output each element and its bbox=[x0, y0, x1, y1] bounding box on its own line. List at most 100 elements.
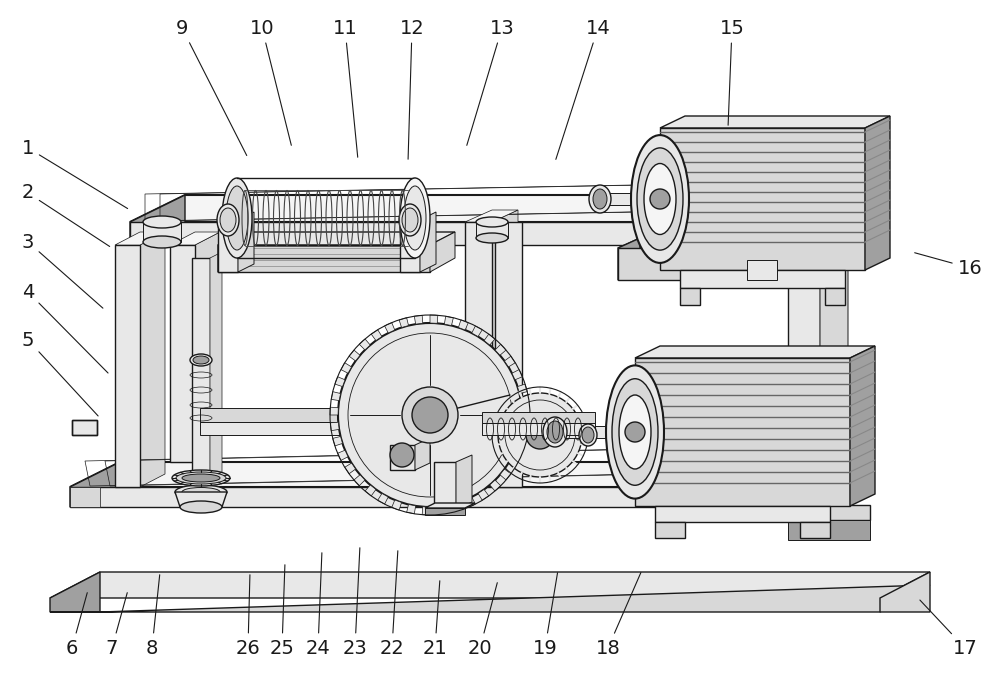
Polygon shape bbox=[218, 232, 243, 272]
Polygon shape bbox=[492, 210, 518, 462]
Polygon shape bbox=[330, 422, 339, 431]
Ellipse shape bbox=[619, 395, 651, 469]
Polygon shape bbox=[378, 493, 388, 504]
Text: 22: 22 bbox=[380, 551, 404, 658]
Polygon shape bbox=[519, 429, 529, 438]
Ellipse shape bbox=[176, 472, 226, 484]
Polygon shape bbox=[600, 193, 660, 205]
Polygon shape bbox=[130, 195, 185, 245]
Text: 23: 23 bbox=[343, 548, 367, 658]
Polygon shape bbox=[521, 400, 530, 408]
Ellipse shape bbox=[637, 148, 683, 250]
Polygon shape bbox=[70, 462, 120, 507]
Circle shape bbox=[498, 393, 582, 477]
Polygon shape bbox=[399, 318, 409, 327]
Text: 1: 1 bbox=[22, 139, 128, 209]
Text: 21: 21 bbox=[423, 581, 447, 658]
Circle shape bbox=[650, 189, 670, 209]
Ellipse shape bbox=[582, 427, 594, 443]
Polygon shape bbox=[392, 500, 402, 510]
Text: 16: 16 bbox=[915, 253, 982, 278]
Polygon shape bbox=[635, 346, 875, 358]
Polygon shape bbox=[515, 443, 525, 454]
Polygon shape bbox=[710, 462, 760, 507]
Ellipse shape bbox=[190, 354, 212, 366]
Ellipse shape bbox=[543, 417, 567, 447]
Ellipse shape bbox=[180, 501, 222, 513]
Polygon shape bbox=[820, 168, 848, 520]
Ellipse shape bbox=[222, 178, 252, 258]
Text: 12: 12 bbox=[400, 18, 424, 160]
Polygon shape bbox=[660, 116, 890, 128]
Bar bbox=[72, 420, 97, 435]
Polygon shape bbox=[437, 506, 446, 514]
Polygon shape bbox=[170, 245, 195, 462]
Text: 10: 10 bbox=[250, 18, 291, 145]
Polygon shape bbox=[192, 258, 210, 480]
Text: 18: 18 bbox=[596, 573, 641, 658]
Polygon shape bbox=[359, 339, 370, 350]
Text: 25: 25 bbox=[270, 564, 294, 658]
Polygon shape bbox=[385, 322, 395, 333]
Polygon shape bbox=[478, 489, 489, 500]
Polygon shape bbox=[50, 572, 930, 598]
Polygon shape bbox=[50, 572, 100, 612]
Text: 14: 14 bbox=[556, 18, 610, 160]
Polygon shape bbox=[218, 232, 455, 245]
Polygon shape bbox=[458, 320, 468, 330]
Polygon shape bbox=[115, 232, 165, 245]
Text: 20: 20 bbox=[468, 583, 497, 658]
Polygon shape bbox=[490, 480, 501, 491]
Text: 7: 7 bbox=[106, 593, 127, 658]
Polygon shape bbox=[465, 497, 475, 508]
Polygon shape bbox=[415, 438, 430, 470]
Text: 17: 17 bbox=[920, 600, 977, 658]
Polygon shape bbox=[780, 195, 835, 245]
Polygon shape bbox=[330, 407, 338, 415]
Polygon shape bbox=[655, 522, 685, 538]
Ellipse shape bbox=[476, 217, 508, 227]
Ellipse shape bbox=[143, 216, 181, 228]
Text: 15: 15 bbox=[720, 18, 744, 125]
Polygon shape bbox=[143, 222, 181, 242]
Polygon shape bbox=[495, 222, 522, 487]
Ellipse shape bbox=[547, 421, 563, 443]
Text: 26: 26 bbox=[236, 575, 260, 658]
Ellipse shape bbox=[399, 204, 421, 236]
Text: 6: 6 bbox=[66, 593, 87, 658]
Polygon shape bbox=[400, 220, 420, 272]
Polygon shape bbox=[482, 412, 595, 423]
Polygon shape bbox=[504, 356, 515, 367]
Bar bbox=[635, 358, 850, 506]
Text: 19: 19 bbox=[533, 573, 558, 658]
Polygon shape bbox=[482, 423, 595, 435]
Polygon shape bbox=[50, 585, 930, 612]
Polygon shape bbox=[430, 232, 455, 272]
Polygon shape bbox=[130, 222, 780, 245]
Ellipse shape bbox=[182, 474, 220, 482]
Polygon shape bbox=[175, 492, 227, 507]
Polygon shape bbox=[331, 391, 341, 401]
Ellipse shape bbox=[402, 208, 418, 232]
Ellipse shape bbox=[193, 356, 209, 364]
Ellipse shape bbox=[182, 487, 220, 496]
Polygon shape bbox=[800, 522, 830, 538]
Polygon shape bbox=[200, 422, 430, 435]
Circle shape bbox=[402, 387, 458, 443]
Ellipse shape bbox=[226, 186, 248, 250]
Text: 3: 3 bbox=[22, 233, 103, 308]
Polygon shape bbox=[465, 210, 518, 222]
Text: 5: 5 bbox=[22, 331, 98, 416]
Polygon shape bbox=[434, 462, 456, 510]
Polygon shape bbox=[130, 195, 835, 222]
Polygon shape bbox=[390, 445, 415, 470]
Circle shape bbox=[390, 443, 414, 467]
Polygon shape bbox=[451, 502, 461, 512]
Ellipse shape bbox=[172, 470, 230, 486]
Polygon shape bbox=[422, 507, 430, 515]
Text: 13: 13 bbox=[467, 18, 514, 145]
Ellipse shape bbox=[400, 178, 430, 258]
Polygon shape bbox=[414, 315, 423, 324]
Polygon shape bbox=[354, 475, 365, 486]
Ellipse shape bbox=[143, 236, 181, 248]
